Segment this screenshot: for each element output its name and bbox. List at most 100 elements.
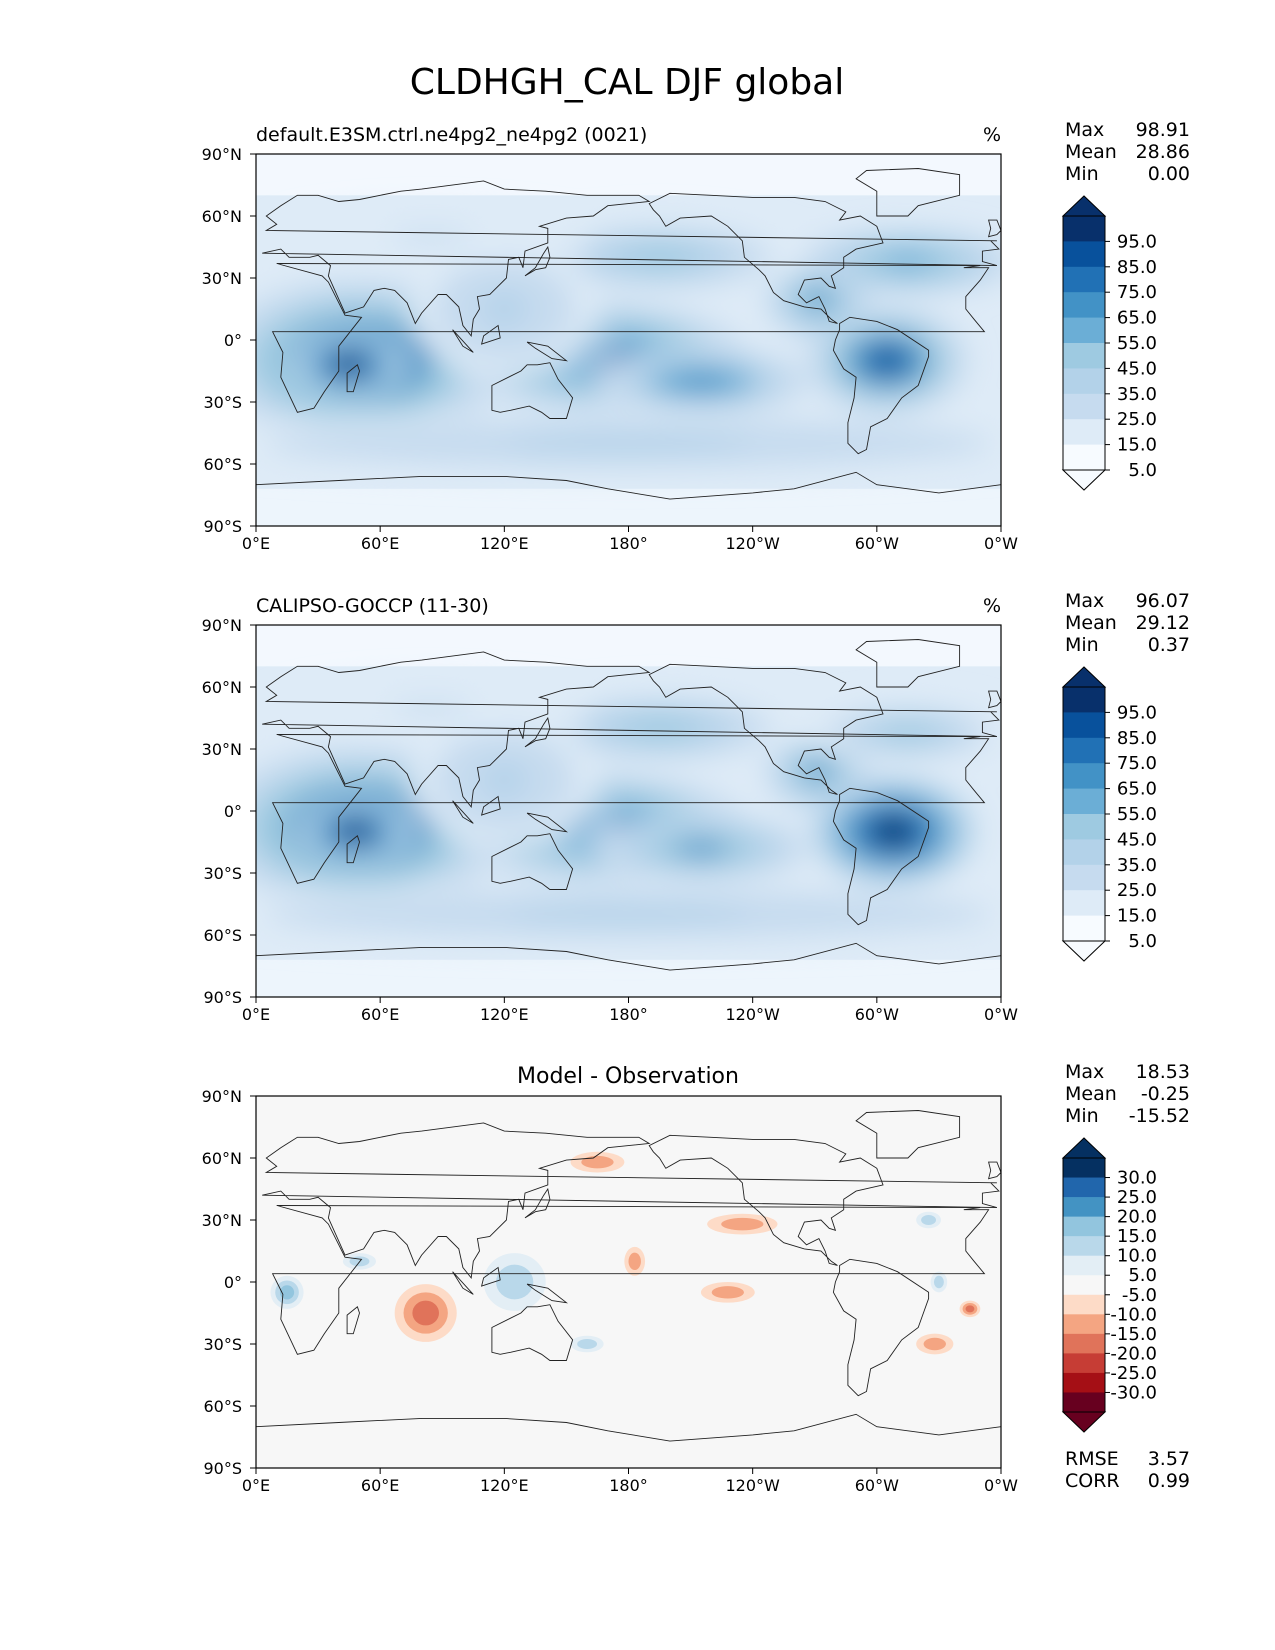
- colorbar-tick-label: -30.0: [1110, 1382, 1157, 1403]
- colorbar-tick-label: 45.0: [1117, 358, 1157, 379]
- coastline: [855, 1110, 961, 1159]
- colorbar-swatch: [1063, 712, 1105, 739]
- coastline: [524, 1187, 551, 1219]
- y-tick-label: 90°N: [202, 1087, 242, 1106]
- panel-title-model: default.E3SM.ctrl.ne4pg2_ne4pg2 (0021): [256, 124, 647, 146]
- colorbar-swatch: [1063, 317, 1105, 344]
- coastline: [855, 168, 961, 217]
- field-contour: [496, 1264, 534, 1300]
- field-contour: [391, 700, 473, 715]
- y-tick-label: 30°N: [202, 269, 242, 288]
- colorbar-swatch: [1063, 266, 1105, 293]
- y-tick-label: 30°N: [202, 740, 242, 759]
- colorbar-swatch: [1063, 393, 1105, 420]
- y-tick-label: 90°S: [203, 517, 242, 536]
- units-label-observation: %: [983, 595, 1001, 617]
- field-contour: [507, 906, 750, 923]
- y-tick-label: 30°N: [202, 1211, 242, 1230]
- x-tick-label: 120°W: [725, 534, 780, 553]
- colorbar-tick-label: 30.0: [1117, 1168, 1157, 1189]
- colorbar-swatch: [1063, 241, 1105, 268]
- colorbar-swatch: [1063, 1158, 1105, 1179]
- x-tick-label: 60°W: [855, 1476, 899, 1495]
- stat-max-label: Max: [1065, 1061, 1104, 1083]
- coastline: [452, 800, 474, 824]
- colorbar-tick-label: 5.0: [1128, 931, 1157, 952]
- y-tick-label: 0°: [224, 331, 242, 350]
- colorbar-swatch: [1063, 1372, 1105, 1393]
- colorbar-tick-label: 15.0: [1117, 435, 1157, 456]
- field-contour: [805, 288, 833, 309]
- coastline: [832, 787, 930, 926]
- polar-band: [256, 625, 1001, 667]
- coastline: [491, 1304, 574, 1361]
- stat-min-label: Min: [1065, 1105, 1099, 1127]
- colorbar-extend-top: [1061, 666, 1107, 688]
- colorbar-model: 95.0 85.0 75.0 65.0 55.0 45.0 35.0 25.0 15.0 5.0: [1061, 195, 1157, 491]
- colorbar-tick-label: 5.0: [1128, 460, 1157, 481]
- colorbar-extend-bottom: [1061, 940, 1107, 962]
- field-contour: [622, 247, 697, 268]
- colorbar-swatch: [1063, 788, 1105, 815]
- y-tick-label: 90°N: [202, 145, 242, 164]
- stat-max-label: Max: [1065, 590, 1104, 612]
- coastline: [648, 1134, 884, 1266]
- stat-mean-label: Mean: [1065, 1083, 1117, 1105]
- coastline: [648, 192, 884, 324]
- stat-mean-value: 28.86: [1136, 141, 1190, 163]
- coastline: [832, 316, 930, 455]
- colorbar-tick-label: 25.0: [1117, 880, 1157, 901]
- stat-max-value: 18.53: [1136, 1061, 1190, 1083]
- x-tick-label: 120°E: [480, 1005, 529, 1024]
- coastline: [491, 362, 574, 419]
- coastline: [271, 734, 990, 884]
- colorbar-extend-top: [1061, 1137, 1107, 1159]
- axes-difference: 0°E 60°E 120°E 180° 120°W 60°W 0°W 90°N 60°N 30°N…: [202, 1087, 1019, 1495]
- field-contour: [622, 718, 697, 739]
- field-contour: [711, 1286, 744, 1299]
- colorbar-swatch: [1063, 1333, 1105, 1354]
- axes-observation: 0°E 60°E 120°E 180° 120°W 60°W 0°W 90°N 60°N 30°N…: [202, 616, 1019, 1024]
- field-contour: [340, 823, 371, 840]
- coastline: [855, 639, 961, 688]
- field-contour: [480, 292, 528, 326]
- units-label-model: %: [983, 124, 1001, 146]
- field-contour: [628, 1252, 641, 1271]
- colorbar-tick-label: 25.0: [1117, 409, 1157, 430]
- stat-max-value: 98.91: [1136, 119, 1190, 141]
- x-tick-label: 60°E: [361, 1005, 399, 1024]
- coastline: [262, 1122, 1000, 1280]
- corr-label: CORR: [1065, 1470, 1120, 1492]
- field-contour: [880, 253, 935, 270]
- panel-title-observation: CALIPSO-GOCCP (11-30): [256, 595, 489, 617]
- stat-max-value: 96.07: [1136, 590, 1190, 612]
- colorbar-tick-label: -5.0: [1122, 1285, 1157, 1306]
- x-tick-label: 0°W: [984, 534, 1018, 553]
- x-tick-label: 60°E: [361, 1476, 399, 1495]
- x-tick-label: 60°W: [855, 1005, 899, 1024]
- stats-difference: Max 18.53 Mean -0.25 Min -15.52 RMSE 3.5…: [1065, 1061, 1190, 1492]
- colorbar-swatch: [1063, 1275, 1105, 1296]
- field-contour: [279, 1285, 295, 1300]
- colorbar-tick-label: 75.0: [1117, 282, 1157, 303]
- coastline: [526, 1283, 569, 1304]
- colorbar-tick-label: 35.0: [1117, 384, 1157, 405]
- coastline: [832, 1258, 930, 1397]
- colorbar-swatch: [1063, 292, 1105, 319]
- colorbar-swatch: [1063, 737, 1105, 764]
- stat-min-value: 0.37: [1148, 634, 1190, 656]
- colorbar-extend-bottom: [1061, 1411, 1107, 1433]
- colorbar-tick-label: -20.0: [1110, 1343, 1157, 1364]
- stat-min-label: Min: [1065, 634, 1099, 656]
- colorbar-tick-label: -25.0: [1110, 1363, 1157, 1384]
- colorbar-swatch: [1063, 216, 1105, 242]
- colorbar-swatch: [1063, 368, 1105, 395]
- y-tick-label: 0°: [224, 802, 242, 821]
- coastline: [271, 263, 990, 413]
- field-contour: [391, 229, 473, 244]
- colorbar-swatch: [1063, 890, 1105, 917]
- colorbar-tick-label: 15.0: [1117, 906, 1157, 927]
- x-tick-label: 0°E: [242, 534, 270, 553]
- panel-observation: CALIPSO-GOCCP (11-30) % 0°E 60°E 120°E 180°…: [202, 590, 1190, 1024]
- y-tick-label: 30°S: [203, 864, 242, 883]
